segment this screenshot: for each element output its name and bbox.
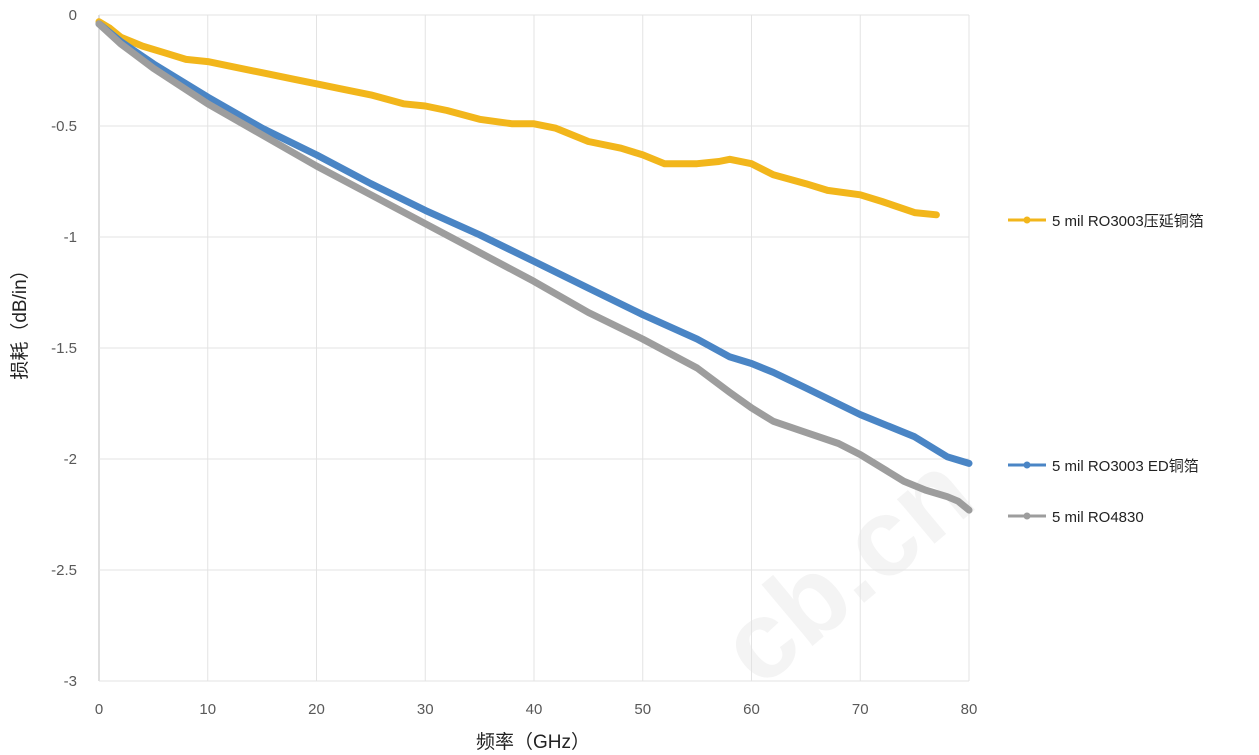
y-tick-label: -1	[64, 229, 77, 246]
legend-marker	[1023, 461, 1031, 469]
y-tick-label: -3	[64, 673, 77, 690]
series-line-1	[95, 18, 940, 219]
x-tick-label: 50	[634, 701, 651, 718]
y-axis-title: 损耗（dB/in）	[9, 260, 31, 379]
series-lines	[95, 18, 973, 514]
series-line-2	[95, 20, 973, 467]
legend-marker	[1023, 216, 1031, 224]
legend-label: 5 mil RO3003 ED铜箔	[1052, 458, 1199, 475]
x-tick-label: 20	[308, 701, 325, 718]
x-tick-label: 80	[961, 701, 978, 718]
x-tick-label: 40	[526, 701, 543, 718]
legend-label: 5 mil RO4830	[1052, 509, 1144, 526]
y-tick-label: -2.5	[51, 562, 77, 579]
x-tick-label: 30	[417, 701, 434, 718]
x-tick-label: 10	[199, 701, 216, 718]
y-tick-label: -2	[64, 451, 77, 468]
x-tick-label: 60	[743, 701, 760, 718]
legend-label: 5 mil RO3003压延铜箔	[1052, 213, 1204, 230]
tick-labels: 0 10 20 30 40 50 60 70 80 0 -0.5 -1 -1.5 -2 -2.5 -3	[51, 7, 977, 718]
watermark: cb.cn	[696, 429, 995, 708]
legend: 5 mil RO3003压延铜箔 5 mil RO3003 ED铜箔 5 mil R…	[1008, 213, 1204, 526]
series-line-3	[95, 20, 973, 514]
y-tick-label: -1.5	[51, 340, 77, 357]
legend-marker	[1023, 512, 1031, 520]
x-axis-title: 频率（GHz）	[476, 731, 590, 753]
x-tick-label: 0	[95, 701, 103, 718]
x-tick-label: 70	[852, 701, 869, 718]
y-tick-label: 0	[69, 7, 77, 24]
y-tick-label: -0.5	[51, 118, 77, 135]
